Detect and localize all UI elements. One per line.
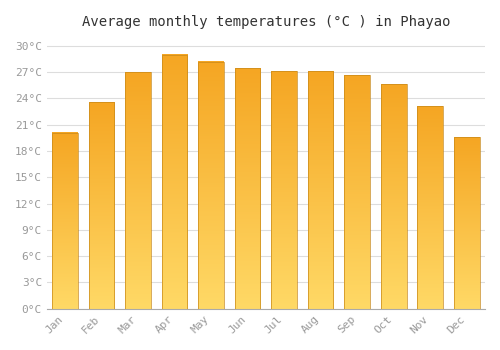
Title: Average monthly temperatures (°C ) in Phayao: Average monthly temperatures (°C ) in Ph… [82,15,450,29]
Bar [381,84,406,309]
Bar [198,62,224,309]
Bar [126,72,151,309]
Bar [235,68,260,309]
Bar [272,71,297,309]
Bar [454,137,479,309]
Bar [344,75,370,309]
Bar [308,71,334,309]
Bar [52,133,78,309]
Bar [418,106,443,309]
Bar [162,55,188,309]
Bar [89,102,114,309]
